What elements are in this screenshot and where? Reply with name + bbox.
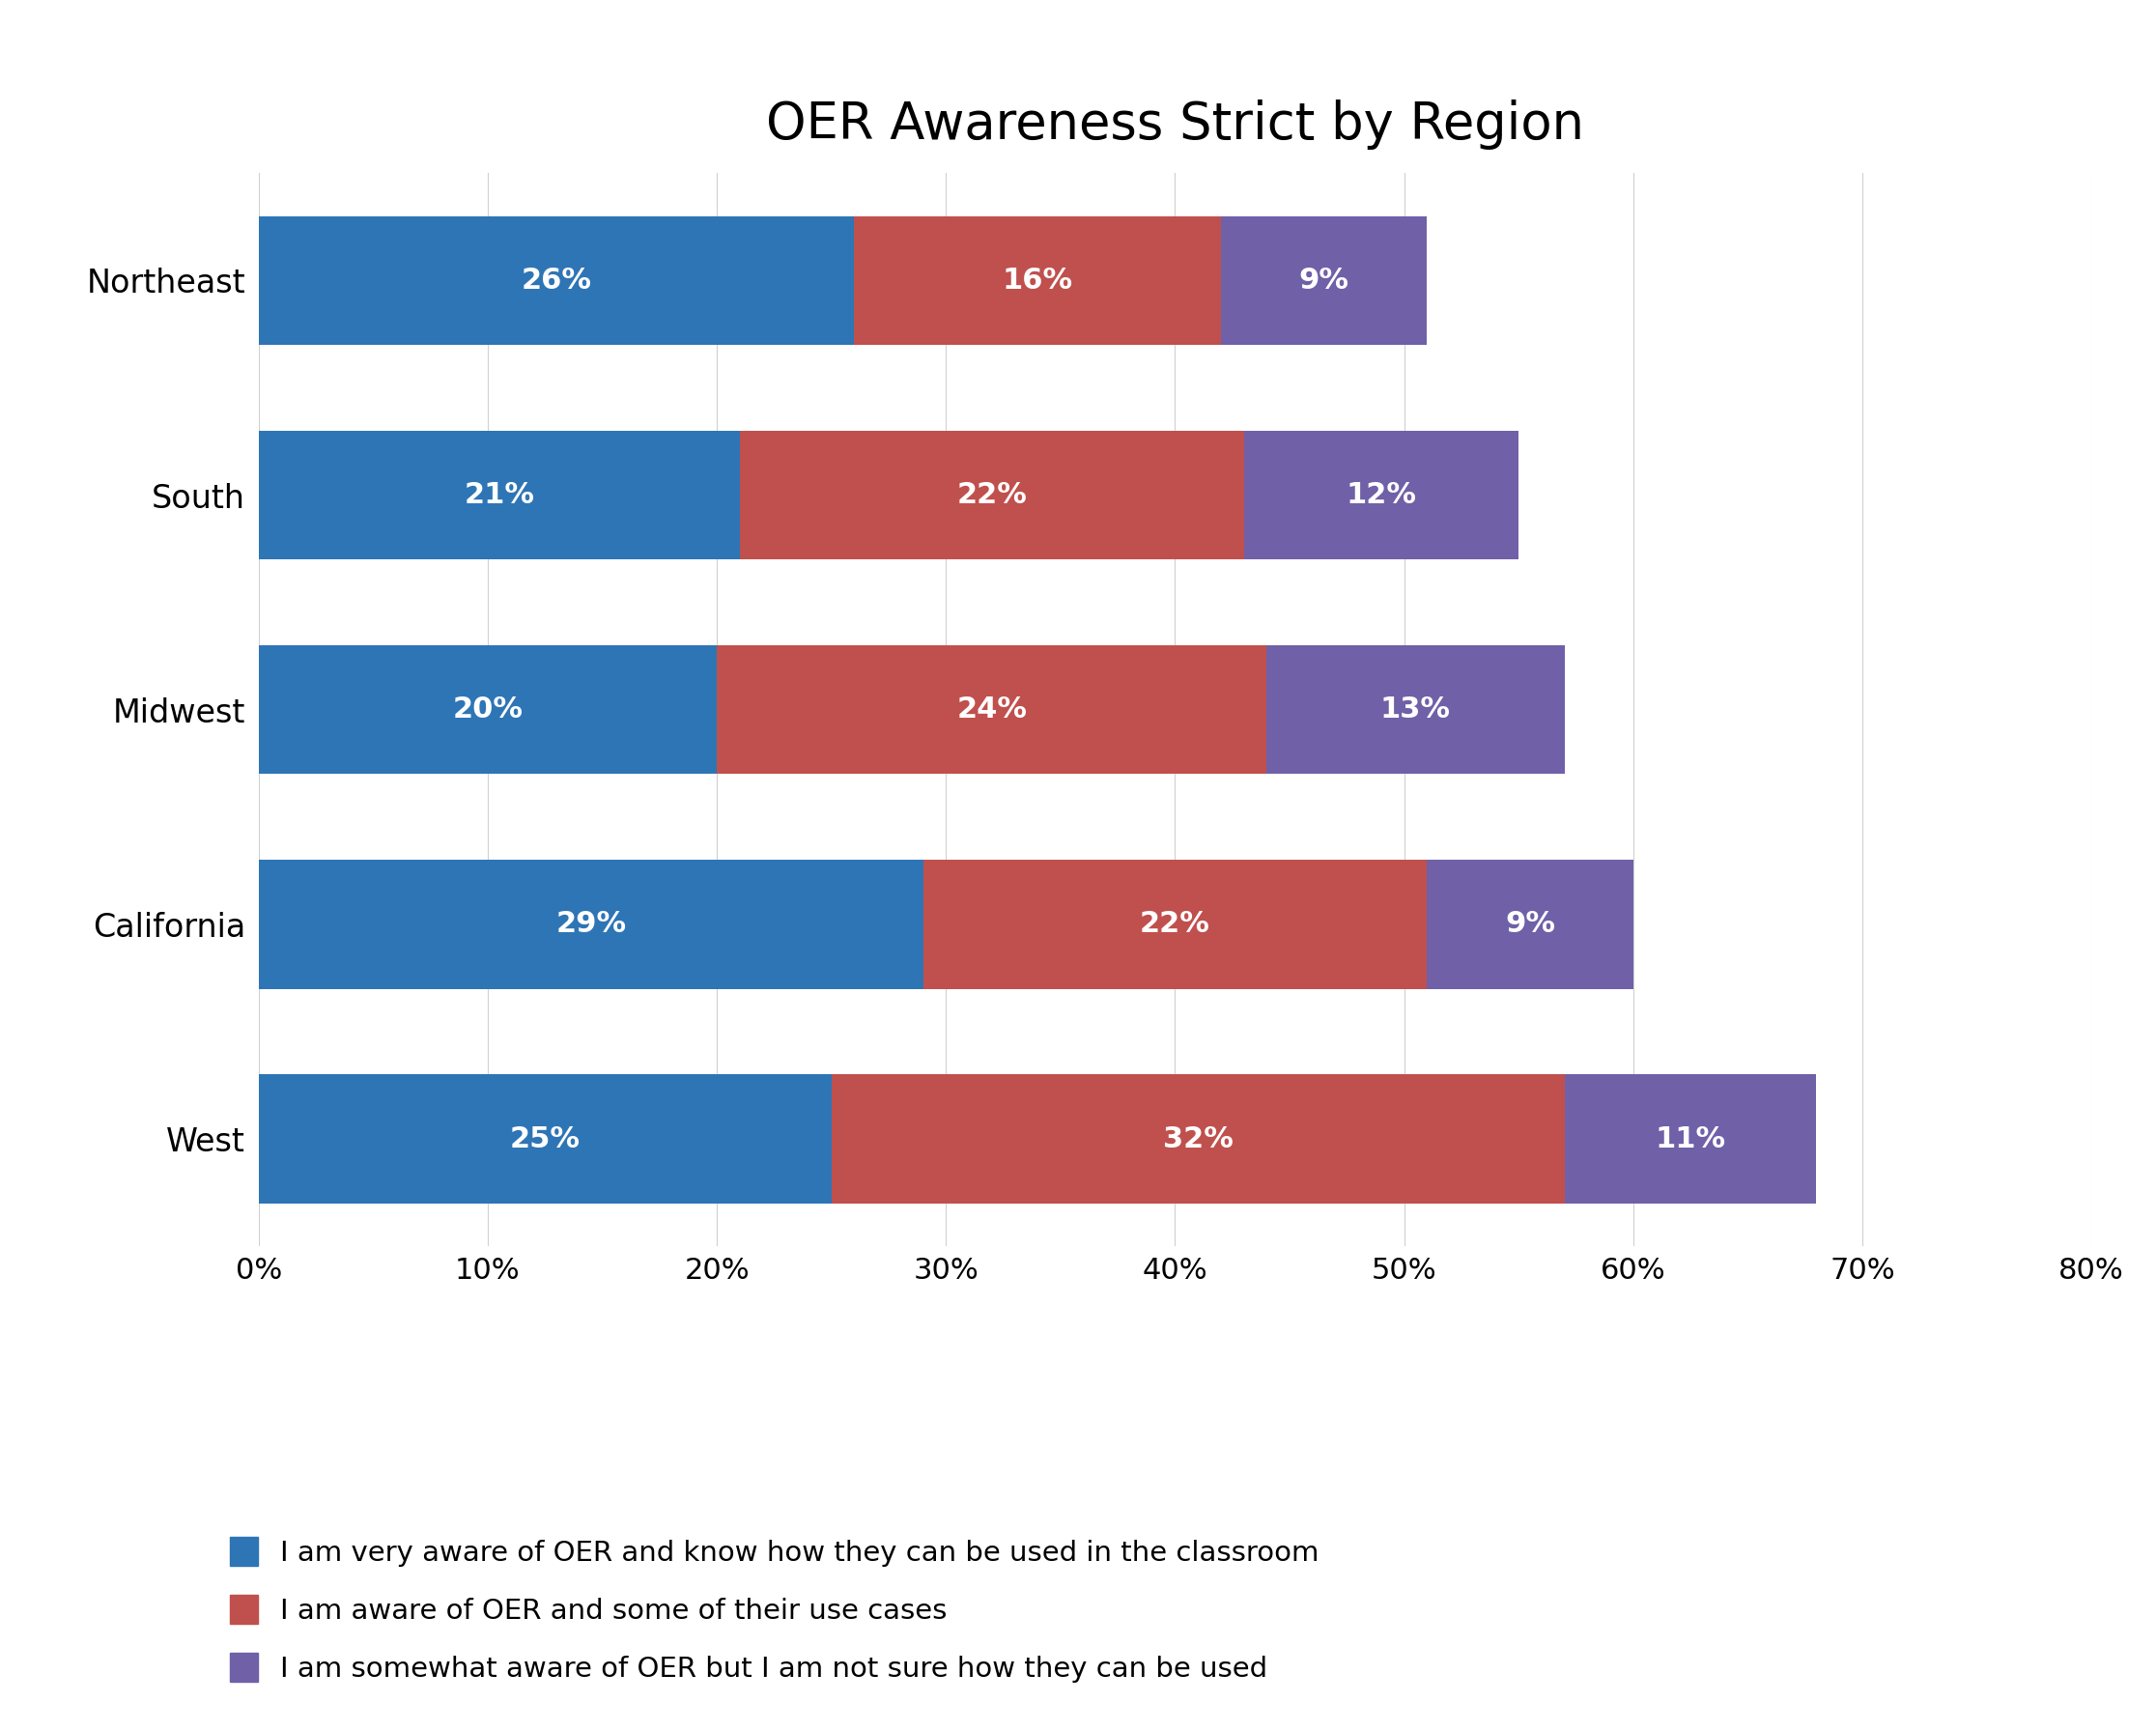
Bar (259, 431, 740, 559)
Bar (259, 216, 854, 344)
Text: 22%: 22% (957, 481, 1026, 509)
Bar (1220, 216, 1427, 344)
Text: 32%: 32% (1162, 1125, 1233, 1153)
Bar (259, 1075, 832, 1203)
Bar (1244, 431, 1518, 559)
Bar (923, 860, 1427, 988)
Text: 12%: 12% (1345, 481, 1416, 509)
Text: 22%: 22% (1141, 911, 1210, 938)
Text: 20%: 20% (453, 696, 524, 724)
Text: 9%: 9% (1298, 267, 1350, 294)
Text: 21%: 21% (464, 481, 535, 509)
Text: 29%: 29% (556, 911, 625, 938)
Text: 26%: 26% (522, 267, 591, 294)
Bar (1427, 860, 1634, 988)
Bar (740, 431, 1244, 559)
Bar (716, 646, 1268, 774)
Text: 16%: 16% (1003, 267, 1074, 294)
Text: 25%: 25% (509, 1125, 580, 1153)
Text: 11%: 11% (1656, 1125, 1725, 1153)
Bar (832, 1075, 1565, 1203)
Text: 24%: 24% (957, 696, 1026, 724)
Bar (1565, 1075, 1815, 1203)
Bar (259, 646, 716, 774)
Legend: I am very aware of OER and know how they can be used in the classroom, I am awar: I am very aware of OER and know how they… (231, 1537, 1319, 1683)
Text: 9%: 9% (1505, 911, 1554, 938)
Bar (854, 216, 1220, 344)
Bar (259, 860, 923, 988)
Bar (1268, 646, 1565, 774)
Title: OER Awareness Strict by Region: OER Awareness Strict by Region (765, 100, 1585, 151)
Text: 13%: 13% (1380, 696, 1451, 724)
